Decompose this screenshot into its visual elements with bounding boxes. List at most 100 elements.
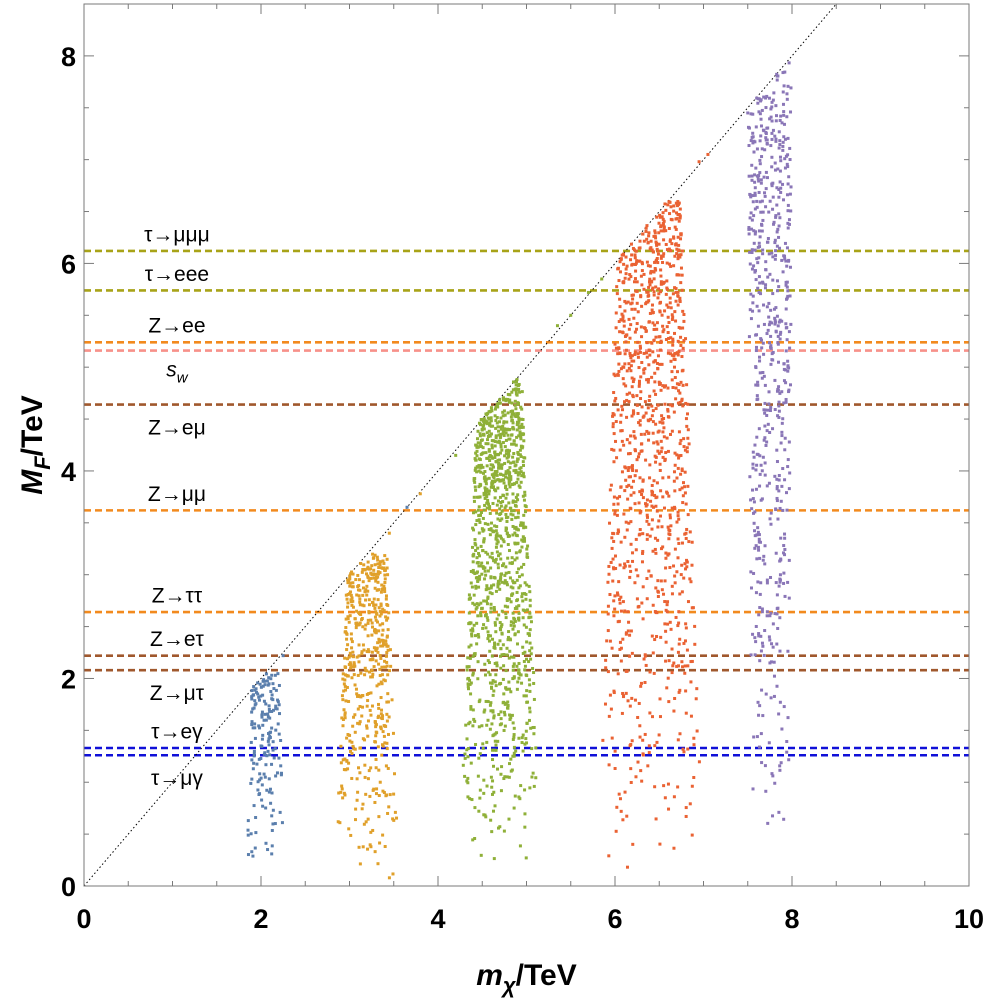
data-point <box>501 538 505 542</box>
data-point <box>475 449 479 453</box>
data-point <box>669 264 673 268</box>
data-point <box>747 227 751 231</box>
data-point <box>787 258 791 262</box>
data-point <box>379 566 383 570</box>
data-point <box>633 449 637 453</box>
data-point <box>337 791 341 795</box>
data-point <box>344 688 348 692</box>
data-point <box>764 136 768 140</box>
data-point <box>509 638 513 642</box>
data-point <box>663 202 667 206</box>
data-point <box>611 531 615 535</box>
data-point <box>676 200 680 204</box>
y-tick-label: 4 <box>61 457 76 487</box>
data-point <box>749 292 753 296</box>
data-point <box>776 606 780 610</box>
data-point <box>612 502 616 506</box>
data-point <box>760 147 764 151</box>
annotation-text: Z→μμ <box>148 483 206 506</box>
data-point <box>670 506 674 510</box>
data-point <box>760 376 764 380</box>
data-point <box>788 158 792 162</box>
data-point <box>648 670 652 674</box>
data-point <box>528 689 532 693</box>
data-point <box>649 417 653 421</box>
data-point <box>252 754 256 758</box>
data-point <box>750 135 754 139</box>
data-point <box>653 493 657 497</box>
data-point <box>490 481 494 485</box>
data-point <box>662 426 666 430</box>
data-point <box>785 97 789 101</box>
data-point <box>786 289 790 293</box>
data-point <box>504 528 508 532</box>
data-point <box>514 463 518 467</box>
data-point <box>767 390 771 394</box>
data-point <box>515 606 519 610</box>
data-point <box>787 487 791 491</box>
data-point <box>760 607 764 611</box>
data-point <box>633 277 637 281</box>
data-point <box>632 377 636 381</box>
annotation-text: Z→eτ <box>150 628 205 651</box>
data-point <box>356 673 360 677</box>
data-point <box>508 713 512 717</box>
data-point <box>355 692 359 696</box>
data-point <box>524 694 528 698</box>
data-point <box>613 607 617 611</box>
data-point <box>503 427 507 431</box>
data-point <box>382 584 386 588</box>
data-point <box>779 114 783 118</box>
data-point <box>624 384 628 388</box>
data-point <box>631 559 635 563</box>
data-point <box>518 550 522 554</box>
data-point <box>467 593 471 597</box>
data-point <box>619 595 623 599</box>
data-point <box>628 633 632 637</box>
data-point <box>496 585 500 589</box>
data-point <box>760 761 764 765</box>
data-point <box>357 654 361 658</box>
data-point <box>471 568 475 572</box>
data-point <box>371 657 375 661</box>
annotation-text: τ→eee <box>145 263 209 286</box>
data-point <box>487 429 491 433</box>
data-point <box>627 466 631 470</box>
data-point <box>505 527 509 531</box>
data-point <box>653 785 657 789</box>
data-point <box>607 572 611 576</box>
data-point <box>758 200 762 204</box>
data-point <box>490 446 494 450</box>
data-point <box>651 651 655 655</box>
data-point <box>376 862 380 866</box>
data-point <box>489 709 493 713</box>
data-point <box>656 252 660 256</box>
data-point <box>658 842 662 846</box>
data-point <box>469 581 473 585</box>
data-point <box>499 501 503 505</box>
data-point <box>349 593 353 597</box>
data-point <box>488 681 492 685</box>
data-point <box>377 606 381 610</box>
data-point <box>672 410 676 414</box>
data-point <box>491 758 495 762</box>
data-point <box>769 696 773 700</box>
data-point <box>761 341 765 345</box>
data-point <box>642 657 646 661</box>
data-point <box>777 404 781 408</box>
data-point <box>640 304 644 308</box>
data-point <box>625 392 629 396</box>
data-point <box>749 498 753 502</box>
data-point <box>260 710 264 714</box>
data-point <box>252 749 256 753</box>
data-point <box>628 273 632 277</box>
data-point <box>640 361 644 365</box>
data-point <box>517 434 521 438</box>
data-point <box>493 450 497 454</box>
data-point <box>759 181 763 185</box>
data-point <box>522 475 526 479</box>
data-point <box>472 623 476 627</box>
data-point <box>253 726 257 730</box>
data-point <box>508 534 512 538</box>
data-point <box>482 471 486 475</box>
